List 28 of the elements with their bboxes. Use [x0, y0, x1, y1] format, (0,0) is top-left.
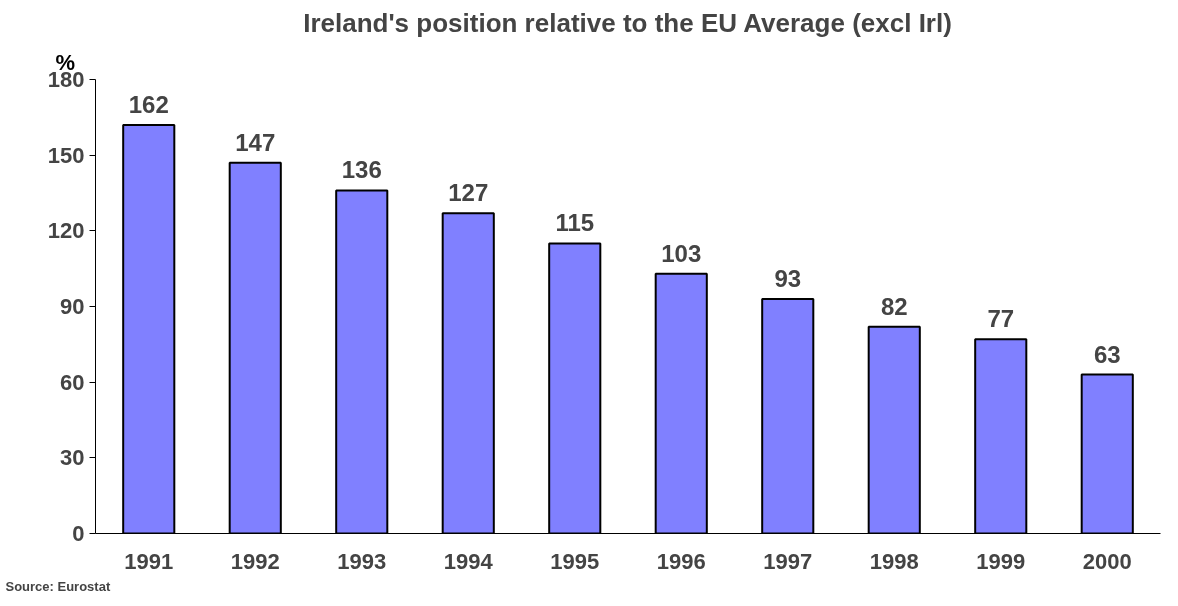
x-tick-label: 1997 [763, 548, 813, 574]
data-label: 127 [448, 179, 489, 207]
x-tick-label: 1996 [656, 548, 706, 574]
data-label: 103 [661, 239, 702, 267]
data-label: 93 [774, 264, 802, 292]
data-label: 82 [880, 292, 908, 320]
x-tick-label: 1995 [550, 548, 600, 574]
y-tick-label: 0 [72, 521, 85, 546]
data-label: 147 [235, 128, 276, 156]
y-tick-label: 60 [60, 369, 85, 395]
x-tick-label: 1994 [443, 548, 494, 574]
data-label: 162 [128, 90, 169, 118]
chart-title: Ireland's position relative to the EU Average (excl Irl) [303, 7, 952, 38]
x-tick-label: 1993 [337, 548, 387, 574]
x-tick-label: 1991 [124, 548, 174, 574]
data-label: 63 [1093, 340, 1121, 368]
y-tick-label: 120 [47, 218, 85, 244]
data-label: 77 [987, 305, 1015, 333]
x-tick-label: 1999 [976, 548, 1026, 574]
y-tick-label: 150 [47, 142, 85, 168]
x-tick-label: 1998 [869, 548, 919, 574]
data-label: 136 [341, 156, 382, 184]
y-tick-label: 30 [60, 445, 85, 471]
x-tick-label: 1992 [230, 548, 280, 574]
data-label: 115 [555, 209, 595, 237]
source-note: Source: Eurostat [5, 578, 111, 594]
y-tick-label: 90 [60, 294, 85, 319]
x-tick-label: 2000 [1082, 548, 1132, 574]
